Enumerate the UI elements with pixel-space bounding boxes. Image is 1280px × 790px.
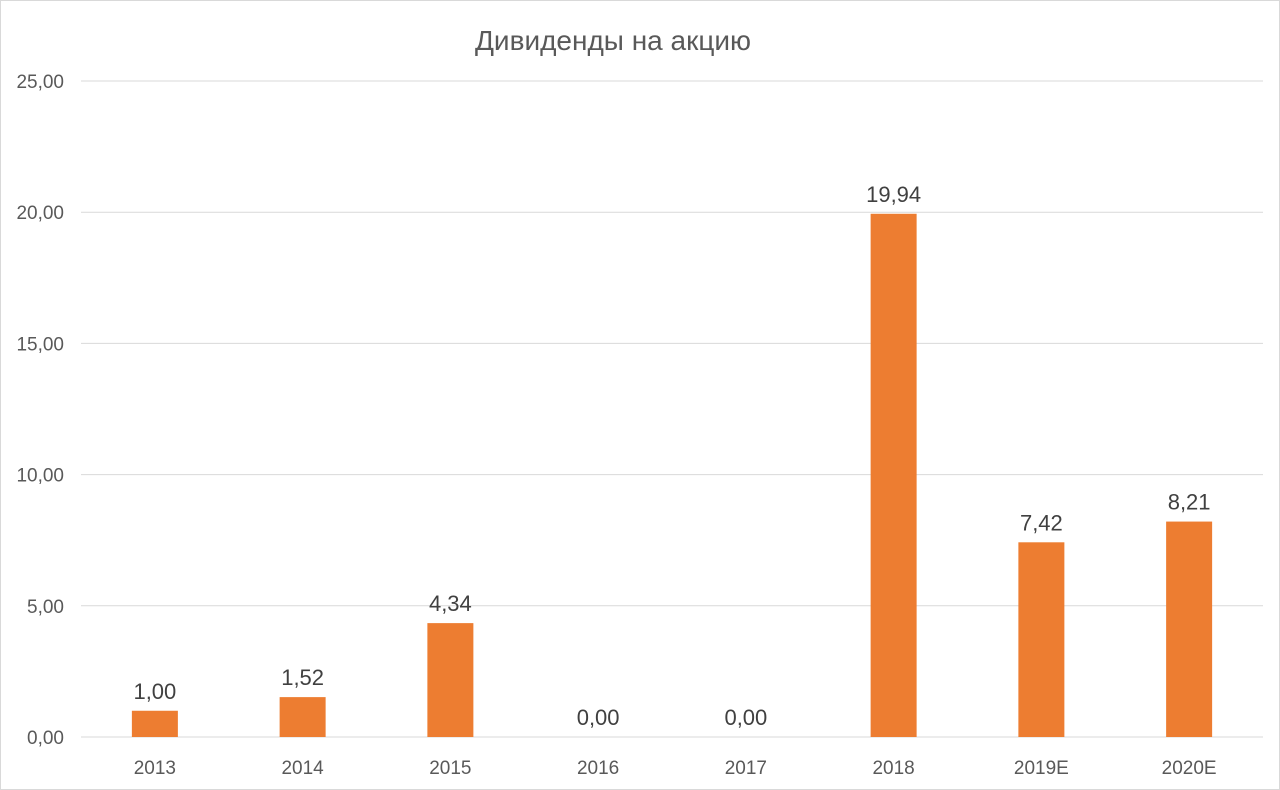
x-tick-label: 2020E	[1162, 758, 1217, 779]
data-labels-layer: 1,00 1,52 4,34 0,00 0,00 19,94 7,42 8,21	[133, 182, 1210, 730]
y-tick-label: 25,00	[16, 72, 64, 93]
y-axis: 0,00 5,00 10,00 15,00 20,00 25,00	[16, 72, 64, 749]
bar-2018	[870, 213, 917, 737]
data-label: 4,34	[429, 591, 472, 616]
bar-2020e	[1166, 521, 1213, 737]
y-tick-label: 5,00	[27, 597, 64, 618]
y-tick-label: 20,00	[16, 203, 64, 224]
y-tick-label: 15,00	[16, 334, 64, 355]
x-tick-label: 2019E	[1014, 758, 1069, 779]
data-label: 1,00	[133, 679, 176, 704]
data-label: 19,94	[866, 182, 921, 207]
y-tick-label: 10,00	[16, 466, 64, 487]
data-label: 0,00	[577, 705, 620, 730]
grid-layer	[81, 80, 1263, 738]
x-tick-label: 2017	[725, 758, 767, 779]
data-label: 0,00	[724, 705, 767, 730]
bar-2013	[131, 710, 178, 737]
y-tick-label: 0,00	[27, 728, 64, 749]
bar-2019e	[1018, 542, 1065, 737]
x-tick-label: 2018	[872, 758, 914, 779]
data-label: 8,21	[1168, 490, 1211, 515]
bars-layer	[131, 213, 1213, 737]
x-tick-label: 2016	[577, 758, 619, 779]
x-tick-label: 2013	[134, 758, 176, 779]
chart-title: Дивиденды на акцию	[475, 25, 751, 56]
x-tick-label: 2015	[429, 758, 471, 779]
bar-2015	[427, 623, 474, 737]
bar-2014	[279, 697, 326, 737]
data-label: 7,42	[1020, 510, 1063, 535]
x-tick-label: 2014	[281, 758, 324, 779]
data-label: 1,52	[281, 665, 324, 690]
x-axis: 2013 2014 2015 2016 2017 2018 2019E 2020E	[134, 758, 1217, 779]
